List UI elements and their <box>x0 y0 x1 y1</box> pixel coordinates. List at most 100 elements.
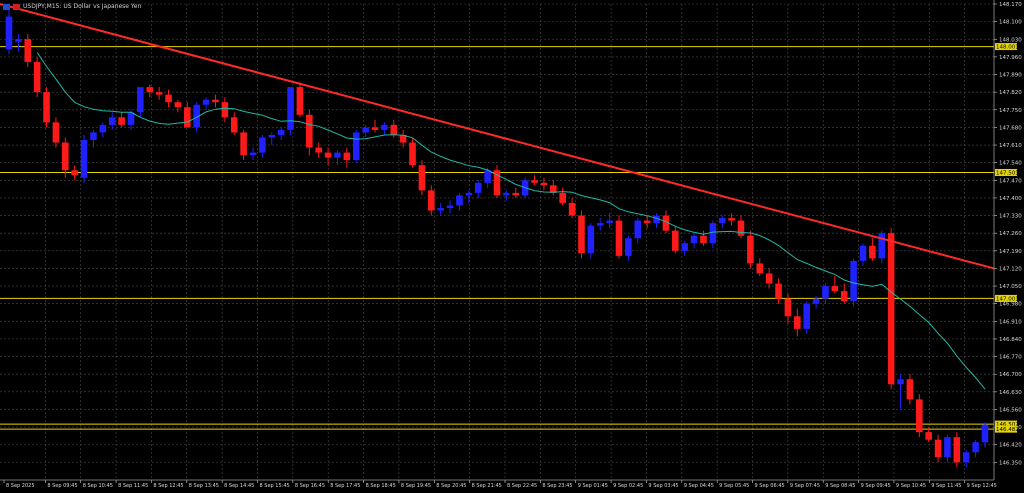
candle-bull <box>108 117 116 125</box>
candle-bear <box>568 202 576 216</box>
candle-bull <box>681 243 688 251</box>
candle-bull <box>437 208 444 211</box>
candle-bull <box>962 452 970 463</box>
candle-bull <box>972 442 979 453</box>
candle-bear <box>559 192 566 203</box>
candle-bull <box>5 16 13 50</box>
candle-bear <box>672 230 679 251</box>
y-tick-label: 147.400 <box>999 196 1022 202</box>
candle-bull <box>80 140 88 178</box>
candle-bull <box>850 260 857 302</box>
y-tick-label: 148.030 <box>999 37 1022 43</box>
candle-bear <box>578 215 585 254</box>
candle-bull <box>15 39 22 42</box>
candle-bull <box>634 220 642 239</box>
candle-bull <box>334 152 341 158</box>
candle-bear <box>662 215 670 231</box>
candle-bear <box>887 233 895 385</box>
x-tick-label: 9 Sep 10:45 <box>896 483 926 489</box>
candle-bear <box>24 39 32 62</box>
level-price-label: 147.501 <box>996 170 1019 176</box>
candle-bear <box>540 182 548 186</box>
moving-average <box>36 52 986 390</box>
candle-bear <box>306 114 313 148</box>
candle-bull <box>277 129 285 135</box>
level-price-label: 148.001 <box>996 45 1019 51</box>
x-tick-label: 8 Sep 20:45 <box>436 483 466 489</box>
candle-bear <box>756 263 764 274</box>
candle-bull <box>193 104 200 128</box>
candle-bull <box>859 245 867 261</box>
candle-bull <box>587 225 595 254</box>
candle-bull <box>803 303 810 329</box>
candle-bull <box>503 192 510 196</box>
candle-bull <box>596 223 604 226</box>
candle-bear <box>409 142 416 166</box>
candle-bear <box>784 298 792 317</box>
candle-bear <box>953 437 961 463</box>
candle-bull <box>944 437 951 458</box>
candle-bear <box>428 190 435 211</box>
candle-bear <box>493 170 501 196</box>
candle-bull <box>897 379 904 385</box>
candle-bull <box>625 238 632 256</box>
candle-bear <box>700 235 707 244</box>
candle-bear <box>765 273 773 284</box>
x-tick-label: 8 Sep 11:45 <box>118 483 148 489</box>
candle-bull <box>381 124 388 130</box>
time-axis[interactable]: 8 Sep 2025 8 Sep 09:45 8 Sep 10:45 8 Sep 11… <box>0 479 997 489</box>
level-price-label: 147.001 <box>996 296 1019 302</box>
candle-bull <box>822 286 829 299</box>
candle-bull <box>653 215 660 224</box>
candle-bear <box>212 99 219 103</box>
price-axis[interactable]: 148.170 148.100 148.030 147.960 147.890 147.8… <box>993 0 1022 480</box>
x-tick-label: 8 Sep 09:45 <box>47 483 77 489</box>
y-tick-label: 147.470 <box>999 178 1022 184</box>
candle-bull <box>99 124 107 133</box>
candle-bear <box>71 170 78 176</box>
candle-bull <box>362 127 369 133</box>
y-tick-label: 146.350 <box>999 460 1022 466</box>
y-tick-label: 147.260 <box>999 231 1022 237</box>
y-tick-label: 147.190 <box>999 249 1022 255</box>
candle-bear <box>221 102 229 118</box>
candle-bear <box>324 152 332 158</box>
x-tick-label: 8 Sep 23:45 <box>542 483 572 489</box>
candle-bull <box>127 112 135 125</box>
candle-bear <box>775 283 782 299</box>
y-tick-label: 147.610 <box>999 143 1022 149</box>
candle-bull <box>287 87 294 130</box>
candle-bear <box>184 107 191 128</box>
symbol-info: USDJPY,M15: US Dollar vs Japanese Yen <box>23 3 142 10</box>
x-tick-label: 8 Sep 13:45 <box>189 483 219 489</box>
x-tick-label: 8 Sep 10:45 <box>83 483 113 489</box>
candle-bear <box>240 132 247 156</box>
candle-bull <box>137 87 144 113</box>
candle-bear <box>728 218 735 221</box>
trendline-group[interactable] <box>0 3 995 270</box>
y-tick-label: 146.980 <box>999 302 1022 308</box>
y-tick-label: 146.700 <box>999 372 1022 378</box>
candle-bull <box>456 195 463 206</box>
y-tick-label: 148.170 <box>999 2 1022 8</box>
y-tick-label: 147.820 <box>999 90 1022 96</box>
level-price-label: 146.482 <box>996 427 1019 433</box>
candle-bull <box>474 182 482 193</box>
x-tick-label: 9 Sep 02:45 <box>613 483 643 489</box>
candle-bear <box>550 185 557 193</box>
candle-bull <box>90 132 97 140</box>
candle-bear <box>531 180 538 183</box>
x-tick-label: 9 Sep 07:45 <box>790 483 820 489</box>
x-tick-label: 8 Sep 12:45 <box>153 483 183 489</box>
candle-bull <box>446 205 454 208</box>
trendline[interactable] <box>0 3 995 270</box>
candle-bear <box>831 286 839 292</box>
candle-bear <box>230 117 238 133</box>
y-tick-label: 147.330 <box>999 214 1022 220</box>
candle-bear <box>296 87 304 115</box>
x-tick-label: 8 Sep 14:45 <box>224 483 254 489</box>
